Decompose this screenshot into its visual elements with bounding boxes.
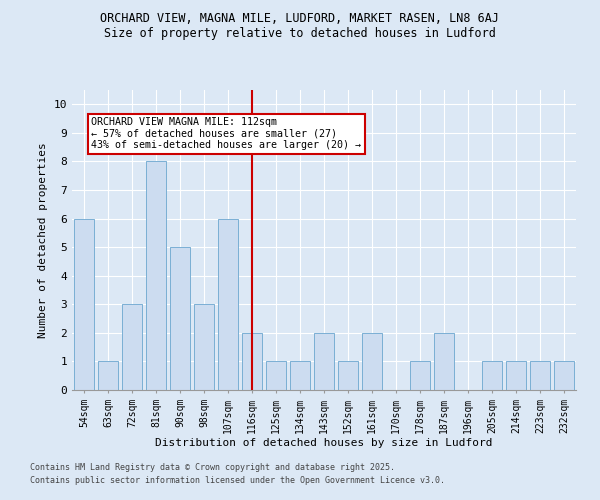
Text: Contains public sector information licensed under the Open Government Licence v3: Contains public sector information licen… (30, 476, 445, 485)
Bar (410, 362, 430, 390)
Bar (362, 333, 382, 390)
Bar (218, 218, 238, 390)
Y-axis label: Number of detached properties: Number of detached properties (38, 142, 48, 338)
Bar (170, 247, 190, 390)
Text: ORCHARD VIEW MAGNA MILE: 112sqm
← 57% of detached houses are smaller (27)
43% of: ORCHARD VIEW MAGNA MILE: 112sqm ← 57% of… (91, 117, 361, 150)
Bar (314, 333, 334, 390)
Bar (194, 304, 214, 390)
Bar (122, 304, 142, 390)
Bar (530, 362, 550, 390)
Bar (338, 362, 358, 390)
Bar (266, 362, 286, 390)
Bar (146, 162, 166, 390)
Bar (506, 362, 526, 390)
Bar (74, 218, 94, 390)
Text: Contains HM Land Registry data © Crown copyright and database right 2025.: Contains HM Land Registry data © Crown c… (30, 464, 395, 472)
Bar (554, 362, 574, 390)
Bar (242, 333, 262, 390)
Bar (482, 362, 502, 390)
Bar (290, 362, 310, 390)
Bar (434, 333, 454, 390)
Text: ORCHARD VIEW, MAGNA MILE, LUDFORD, MARKET RASEN, LN8 6AJ: ORCHARD VIEW, MAGNA MILE, LUDFORD, MARKE… (101, 12, 499, 26)
Bar (98, 362, 118, 390)
X-axis label: Distribution of detached houses by size in Ludford: Distribution of detached houses by size … (155, 438, 493, 448)
Text: Size of property relative to detached houses in Ludford: Size of property relative to detached ho… (104, 28, 496, 40)
